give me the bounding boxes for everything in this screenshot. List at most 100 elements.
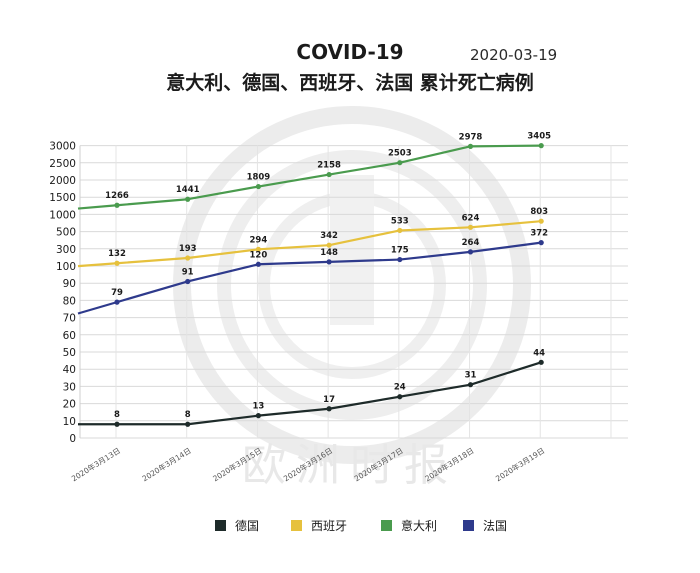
data-point-germany: [397, 394, 403, 400]
data-label-spain: 294: [250, 235, 268, 245]
y-tick-label: 2000: [49, 175, 76, 187]
y-tick-label: 10: [63, 416, 76, 428]
y-tick-label: 30: [63, 381, 76, 393]
data-label-spain: 533: [391, 216, 409, 226]
series-line-france: [77, 241, 542, 315]
y-tick-label: 80: [63, 295, 76, 307]
y-tick-label: 500: [56, 227, 76, 239]
data-label-germany: 44: [533, 348, 545, 358]
legend-label-france: 法国: [483, 519, 508, 533]
data-point-spain: [185, 255, 191, 261]
legend-swatch-italy: [381, 520, 392, 531]
data-label-spain: 624: [462, 213, 480, 223]
data-point-france: [397, 256, 403, 263]
watermark-ring-outer: [173, 106, 531, 464]
series-germany: 8 8 13 17 24 31 44: [78, 348, 545, 427]
data-label-france: 372: [530, 229, 548, 239]
data-point-italy: [538, 143, 544, 149]
watermark-text: 欧洲时报: [242, 440, 458, 491]
data-point-france: [185, 278, 191, 285]
data-point-germany: [538, 359, 544, 365]
data-label-france: 120: [250, 250, 268, 260]
data-label-italy: 3405: [527, 132, 551, 142]
data-point-italy: [326, 171, 332, 178]
data-point-france: [538, 240, 544, 246]
data-label-spain: 193: [179, 244, 197, 254]
y-tick-label: 100: [56, 261, 76, 273]
data-point-spain: [538, 218, 544, 224]
data-label-germany: 13: [252, 402, 264, 412]
data-point-germany: [467, 382, 474, 388]
y-tick-label: 1000: [49, 209, 76, 221]
data-label-italy: 2158: [317, 161, 341, 171]
y-tick-label: 2500: [49, 158, 76, 170]
data-label-spain: 803: [530, 207, 548, 217]
data-label-france: 175: [391, 246, 409, 256]
y-tick-label: 3000: [49, 141, 76, 153]
data-point-spain: [397, 227, 403, 234]
data-label-germany: 31: [465, 371, 477, 381]
x-tick-label: 2020年3月19日: [494, 445, 547, 483]
watermark-ring-middle: [217, 150, 487, 420]
data-point-germany: [255, 413, 261, 419]
series-italy: 1266 1441 1809 2158 2503 2978 3405: [77, 132, 551, 210]
y-tick-label: 0: [69, 433, 76, 445]
y-tick-label: 70: [63, 313, 76, 325]
series-spain: 132 193 294 342 533 624 803: [77, 207, 548, 268]
y-tick-label: 40: [63, 364, 76, 376]
legend-label-italy: 意大利: [401, 519, 438, 533]
chart-date: 2020-03-19: [470, 46, 558, 64]
data-label-italy: 1809: [247, 173, 271, 183]
data-point-germany: [326, 406, 332, 412]
data-label-germany: 24: [394, 383, 406, 393]
data-label-spain: 342: [320, 231, 338, 241]
data-label-germany: 8: [114, 410, 120, 420]
y-tick-label: 90: [63, 278, 76, 290]
data-label-france: 79: [111, 288, 123, 298]
legend: 德国 西班牙 意大利 法国: [0, 517, 700, 537]
data-label-france: 91: [182, 267, 194, 277]
legend-item-italy: 意大利: [381, 517, 437, 534]
data-label-france: 148: [320, 248, 338, 258]
data-point-spain: [114, 260, 120, 266]
legend-item-germany: 德国: [215, 517, 259, 534]
legend-swatch-spain: [291, 520, 302, 531]
y-tick-label: 300: [56, 244, 76, 256]
chart-title: COVID-19: [296, 40, 404, 64]
x-tick-label: 2020年3月13日: [69, 445, 122, 483]
legend-swatch-france: [463, 520, 474, 531]
data-label-italy: 2978: [459, 132, 483, 142]
data-label-italy: 1266: [105, 191, 129, 201]
data-label-italy: 2503: [388, 149, 412, 159]
chart-subtitle: 意大利、德国、西班牙、法国 累计死亡病例: [166, 72, 534, 94]
series-line-italy: [77, 144, 542, 210]
data-point-germany: [114, 421, 120, 427]
series-france: 79 91 120 148 175 264 372: [77, 229, 548, 315]
y-tick-label: 1500: [49, 192, 76, 204]
y-tick-label: 20: [63, 399, 76, 411]
series-line-spain: [77, 220, 542, 268]
series-layer: 8 8 13 17 24 31 44 132 193 294 342 533 624 803 1266 144…: [77, 132, 551, 427]
data-point-france: [255, 261, 261, 267]
legend-swatch-germany: [215, 520, 226, 531]
data-point-germany: [185, 421, 191, 427]
x-tick-label: 2020年3月14日: [140, 445, 193, 483]
y-tick-label: 50: [63, 347, 76, 359]
data-point-spain: [255, 246, 261, 252]
series-line-germany: [78, 361, 542, 426]
legend-label-germany: 德国: [235, 519, 260, 533]
data-label-spain: 132: [108, 249, 126, 259]
legend-item-spain: 西班牙: [291, 517, 347, 534]
data-point-spain: [467, 224, 474, 230]
data-point-italy: [185, 196, 191, 202]
data-point-italy: [114, 202, 120, 208]
data-label-germany: 8: [185, 410, 191, 420]
y-axis: 0 10 20 30 40 50 60 70 80 90 100 300 500 1000 1500 2000…: [49, 141, 76, 445]
data-point-italy: [397, 160, 403, 166]
data-point-france: [114, 299, 120, 305]
data-label-italy: 1441: [176, 185, 200, 195]
data-point-france: [326, 259, 332, 265]
data-label-france: 264: [462, 238, 480, 248]
grid-lines: [79, 145, 628, 439]
